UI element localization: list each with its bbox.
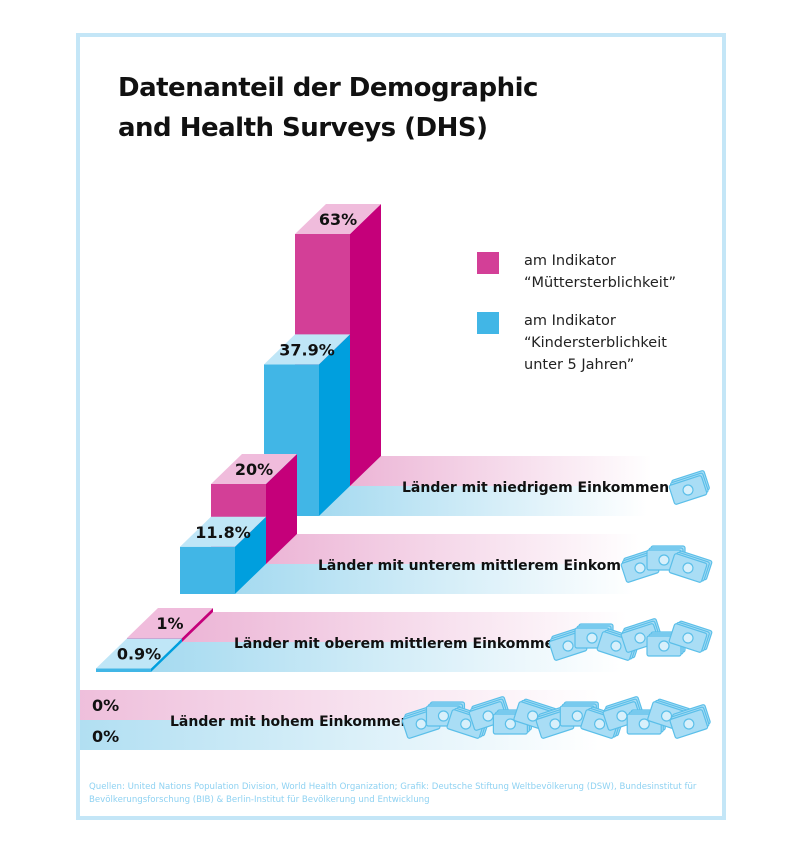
bar-top [211, 454, 297, 484]
bar-top [96, 638, 182, 669]
category-label: Länder mit oberem mittlerem Einkommen [234, 636, 564, 652]
bar-value-label: 0% [92, 696, 119, 715]
legend-label: am Indikator “Müttersterblichkeit” [524, 253, 677, 291]
money-bill-icon [668, 620, 713, 653]
money-bill-icon [669, 704, 711, 739]
bar-front [96, 668, 151, 672]
category-label: Länder mit unterem mittlerem Einkommen [318, 558, 655, 574]
bar-blue: 11.8% [180, 516, 266, 594]
bar-side [319, 334, 350, 516]
legend-item-child: am Indikator “Kindersterblichkeit unter … [477, 310, 667, 376]
money-bill-icon [646, 545, 686, 571]
legend-item-maternal: am Indikator “Müttersterblichkeit” [477, 250, 676, 294]
bar-top [295, 204, 381, 234]
row-0: Länder mit niedrigem Einkommen [319, 456, 705, 516]
bar-value-label: 11.8% [195, 523, 251, 542]
bar-side [182, 608, 213, 642]
money-bill-icon [596, 628, 641, 661]
category-label: Länder mit niedrigem Einkommen [402, 480, 669, 496]
source-note: Quellen: United Nations Population Divis… [89, 782, 697, 805]
money-bill-icon [668, 470, 710, 505]
bar-top [180, 516, 266, 547]
bar-value-label: 0% [92, 727, 119, 746]
bar-top [127, 608, 213, 638]
legend-swatch-blue [477, 312, 499, 334]
floor-blue [235, 564, 705, 594]
row-2: Länder mit oberem mittlerem Einkommen [151, 612, 705, 672]
money-bill-icon [668, 550, 713, 583]
chart-frame [76, 33, 726, 820]
bar-side [235, 516, 266, 594]
legend-swatch-pink [477, 252, 499, 274]
category-label: Länder mit hohem Einkommen [170, 714, 411, 730]
bar-side [350, 204, 381, 486]
chart-title: Datenanteil der Demographic and Health S… [118, 73, 538, 143]
bar-value-label: 0.9% [117, 644, 161, 663]
bar-top [264, 334, 350, 365]
bar-front [180, 546, 235, 594]
bar-value-label: 37.9% [279, 340, 335, 359]
floor-pink [266, 534, 705, 564]
bar-side [151, 638, 182, 672]
bar-blue: 0.9% [96, 638, 182, 672]
bar-value-label: 63% [319, 210, 357, 229]
money-bill-icon [468, 696, 510, 731]
floor-pink [350, 456, 705, 486]
legend-label: am Indikator “Kindersterblichkeit unter … [524, 313, 667, 373]
bar-value-label: 1% [156, 614, 183, 633]
floor-blue [319, 486, 705, 516]
row-1: Länder mit unterem mittlerem Einkommen [235, 534, 705, 594]
bar-value-label: 20% [235, 460, 273, 479]
bar-side [266, 454, 297, 564]
